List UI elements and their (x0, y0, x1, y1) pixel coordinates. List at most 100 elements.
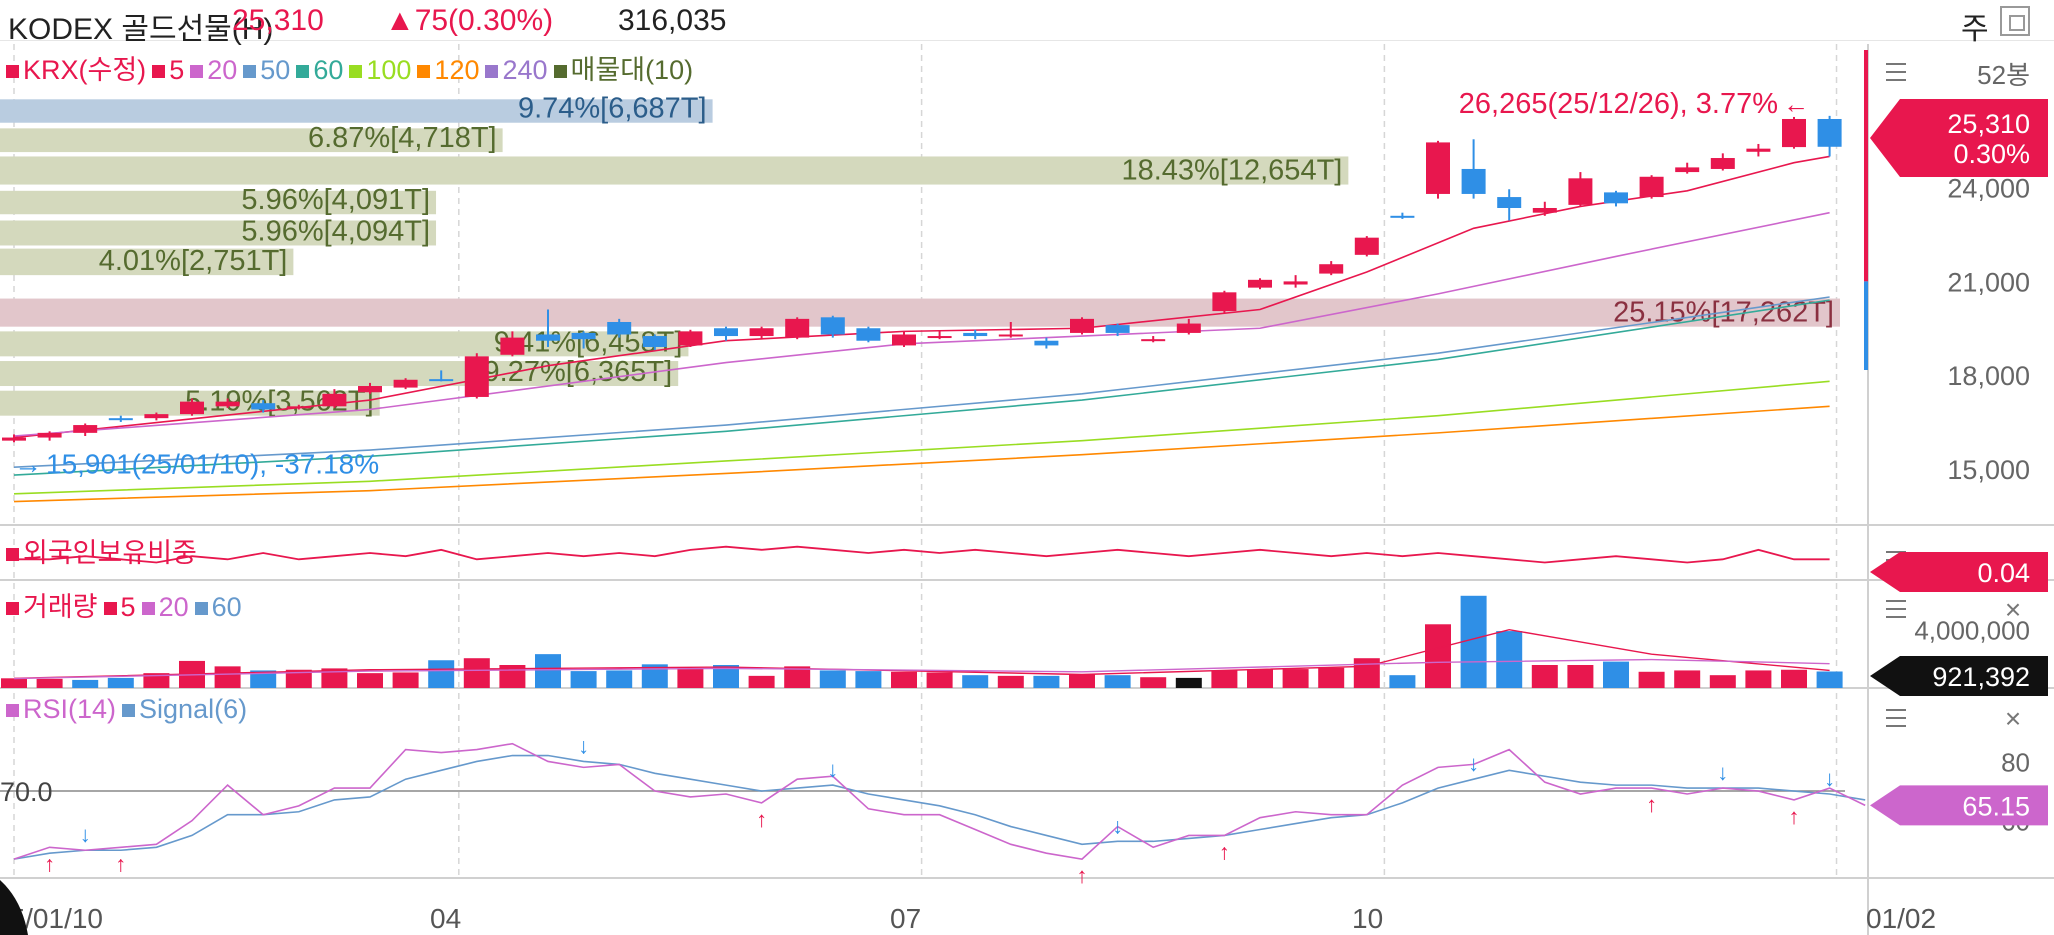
moving-average-line (13, 380, 1830, 495)
sell-signal-icon: ↓ (578, 733, 589, 758)
stock-price: 25,310 (232, 4, 324, 37)
value-tag-shape (1870, 785, 2048, 826)
volume-bar (1175, 677, 1202, 688)
legend-item: 100 (349, 55, 411, 86)
volume-profile-label: 9.74%[6,687T] (518, 93, 707, 125)
moving-average-line (13, 155, 1830, 439)
candle-body (1746, 148, 1771, 152)
volume-bar (926, 672, 953, 688)
candle-body (251, 403, 276, 410)
volume-profile-bar (0, 298, 1840, 327)
volume-profile-bar (0, 220, 437, 246)
volume-bar (677, 668, 704, 688)
low-annotation: 15,901(25/01/10), -37.18% (46, 449, 379, 480)
volume-bar (1353, 658, 1380, 688)
volume-bar (143, 673, 170, 688)
candle-body (1675, 167, 1700, 173)
legend-swatch (6, 548, 19, 562)
title-bar: KODEX 골드선물(H) 25,310 ▲75(0.30%) 316,035 … (0, 0, 2054, 46)
volume-bar (1, 678, 27, 688)
candle-body (144, 414, 169, 419)
menu-icon (1886, 709, 1906, 727)
close-icon: × (2005, 703, 2021, 734)
legend-item: 5 (103, 592, 136, 623)
buy-signal-icon: ↑ (1219, 839, 1230, 864)
volume-bar (1603, 661, 1629, 688)
price-change: ▲75(0.30%) (385, 4, 554, 37)
candle-body (464, 356, 489, 397)
volume-bar (1033, 675, 1060, 688)
candle-body (180, 401, 204, 415)
sell-signal-icon: ↓ (1717, 760, 1728, 785)
legend-item: RSI(14) (6, 694, 116, 725)
volume-profile-bar (0, 190, 437, 215)
candle-body (1283, 281, 1308, 285)
period-count-label: 52봉 (1977, 60, 2030, 90)
volume-bar (1638, 671, 1665, 688)
candle-body (820, 317, 845, 335)
close-icon: × (2005, 594, 2021, 625)
candle-body (998, 334, 1023, 337)
candle-body (73, 425, 98, 433)
volume-bar (855, 671, 882, 688)
value-tag-text: 0.30% (1953, 139, 2030, 169)
volume-bar (1211, 670, 1238, 688)
legend-item: Signal(6) (122, 694, 247, 725)
volume-profile-bar (0, 128, 503, 153)
candle-body (1070, 318, 1094, 333)
price-tick-label: 21,000 (1947, 267, 2030, 297)
legend-item: 60 (296, 55, 343, 86)
candle-body (37, 432, 62, 438)
date-label: 04 (430, 903, 461, 934)
volume-bar (1104, 675, 1131, 688)
sell-signal-icon: ↓ (827, 757, 838, 782)
volume-bar (1781, 669, 1807, 688)
signal-line (13, 754, 1866, 860)
value-tag-shape (1870, 99, 2048, 177)
candle-body (108, 418, 133, 421)
volume-bar (1496, 631, 1523, 688)
candle-body (1782, 118, 1806, 148)
legend-swatch (349, 65, 363, 79)
value-tag-shape (1870, 552, 2048, 592)
value-tag-text: 65.15 (1962, 791, 2030, 821)
volume-bar (1282, 669, 1309, 688)
sell-signal-icon: ↓ (1112, 813, 1123, 838)
legend-rsi: RSI(14) Signal(6) (6, 694, 253, 725)
volume-bar (713, 665, 739, 688)
legend-item: KRX(수정) (6, 48, 146, 87)
date-label: 01/02 (1866, 903, 1936, 934)
moving-average-line (13, 405, 1830, 503)
fullscreen-icon[interactable] (2000, 6, 2030, 36)
volume-tag: 921,392 (1870, 656, 2048, 696)
corner-shadow (0, 880, 28, 935)
candle-body (322, 393, 347, 407)
period-selector[interactable]: 주 (1961, 13, 1989, 46)
volume-bar (107, 677, 134, 688)
candle-body (1176, 323, 1201, 333)
value-tag-text: 25,310 (1947, 109, 2030, 139)
volume-profile-bar (0, 361, 679, 387)
candle-body (607, 321, 632, 335)
volume-profile-bar (0, 99, 713, 123)
volume-bar (1425, 624, 1451, 688)
volume-bar (570, 671, 597, 688)
candle-body (1426, 142, 1450, 194)
candle-body (1390, 215, 1415, 218)
volume-bar (285, 669, 312, 688)
candle-body (1141, 339, 1166, 342)
volume-bar (321, 668, 348, 688)
candle-body (785, 318, 810, 338)
buy-signal-icon: ↑ (44, 851, 55, 876)
volume-bar (641, 664, 668, 688)
legend-swatch (417, 65, 431, 79)
candle-body (1497, 197, 1522, 208)
candle-body (1639, 176, 1664, 198)
moving-average-line (13, 299, 1830, 476)
volume-bar (1247, 669, 1273, 688)
candle-body (393, 379, 418, 388)
volume-bar (1567, 665, 1594, 688)
buy-signal-icon: ↑ (115, 851, 126, 876)
